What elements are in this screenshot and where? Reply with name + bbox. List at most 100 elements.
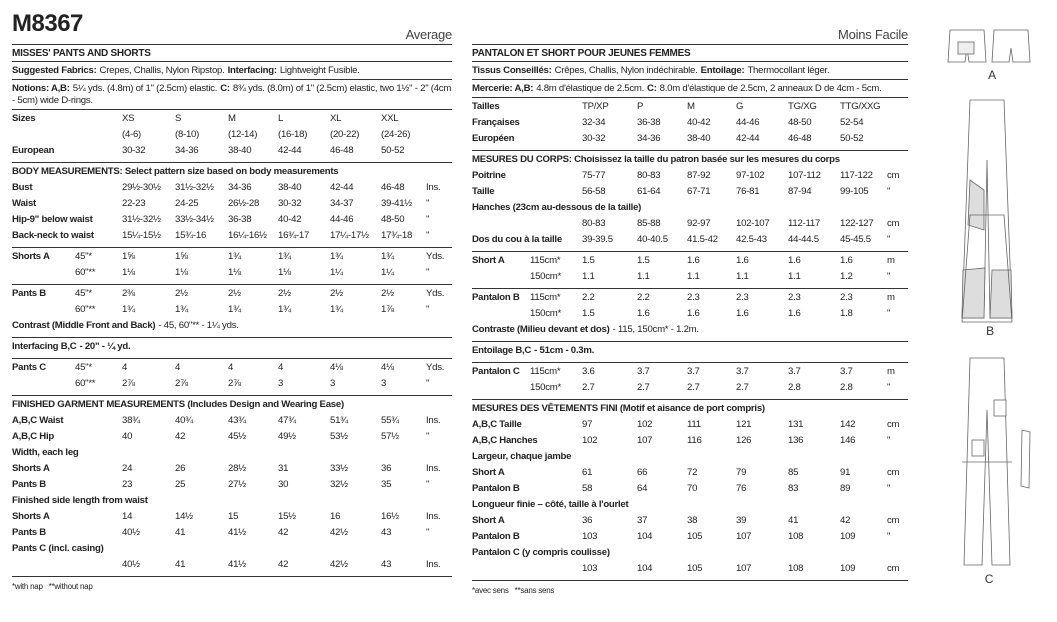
row-label: Bust xyxy=(12,182,33,193)
cell: 29½-30½ xyxy=(122,182,161,193)
cell: 150cm* xyxy=(530,271,562,282)
cell: 16½ xyxy=(381,511,399,522)
cell: " xyxy=(887,531,891,542)
cell: 3.7 xyxy=(788,366,801,377)
cell: 102 xyxy=(637,419,653,430)
text-segment: Crepes, Challis, Nylon Ripstop. xyxy=(99,65,225,76)
cell: 107 xyxy=(637,435,653,446)
cell: 116 xyxy=(687,435,702,446)
cell: 45"* xyxy=(75,362,92,373)
cell: 43 xyxy=(381,559,392,570)
row-label: Pants C (incl. casing) xyxy=(12,543,104,554)
table-block: Interfacing B,C - 20" - ¼ yd. xyxy=(12,338,452,359)
text-segment: Notions: A,B: xyxy=(12,83,70,94)
cell: TTG/XXG xyxy=(840,101,881,112)
cell: 146 xyxy=(840,435,856,446)
cell: 1¾ xyxy=(228,304,241,315)
cell: 45"* xyxy=(75,288,92,299)
cell: 42-44 xyxy=(330,182,354,193)
cell: 76 xyxy=(736,483,747,494)
section-heading: MESURES DU CORPS: Choisissez la taille d… xyxy=(472,152,908,168)
row-label: Tailles xyxy=(472,101,500,112)
text-segment: Interfacing B,C xyxy=(12,341,77,352)
text-segment: Suggested Fabrics: xyxy=(12,65,97,76)
cell: 42½ xyxy=(330,559,348,570)
cell: 108 xyxy=(788,531,804,542)
cell: " xyxy=(426,214,430,225)
info-line: Suggested Fabrics: Crepes, Challis, Nylon… xyxy=(12,62,452,80)
cell: 39-41½ xyxy=(381,198,413,209)
cell: 102 xyxy=(582,435,598,446)
cell: 42½ xyxy=(330,527,348,538)
cell: 108 xyxy=(788,563,804,574)
row-label: Waist xyxy=(12,198,36,209)
table-row: 103 104 105 107 108 109 cm xyxy=(472,561,908,577)
cell: 2½ xyxy=(381,288,394,299)
cell: 42-44 xyxy=(278,145,302,156)
cell: 85 xyxy=(788,467,799,478)
cell: 3 xyxy=(278,378,284,389)
cell: 109 xyxy=(840,531,856,542)
cell: 4 xyxy=(122,362,128,373)
cell: 15½ xyxy=(278,511,296,522)
cell: 4 xyxy=(228,362,234,373)
figure-label: A xyxy=(988,68,996,82)
cell: 4 xyxy=(278,362,284,373)
cell: 1.6 xyxy=(788,255,801,266)
note: Contrast (Middle Front and Back) - 45, 60… xyxy=(12,318,452,334)
cell: 41½ xyxy=(228,527,246,538)
cell: 2.3 xyxy=(788,292,801,303)
cell: 17¼-17½ xyxy=(330,230,369,241)
cell: 36-38 xyxy=(228,214,252,225)
cell: cm xyxy=(887,218,900,229)
cell: 2½ xyxy=(175,288,188,299)
cell: 16¼-16½ xyxy=(228,230,267,241)
cell: 24 xyxy=(122,463,133,474)
cell: " xyxy=(887,435,891,446)
cell: 1¼ xyxy=(330,267,343,278)
table-block: FINISHED GARMENT MEASUREMENTS (Includes … xyxy=(12,396,452,577)
table-row: Largeur, chaque jambe xyxy=(472,449,908,465)
cell: 109 xyxy=(840,563,856,574)
cell: 60"** xyxy=(75,378,96,389)
cell: 41.5-42 xyxy=(687,234,718,245)
cell: (16-18) xyxy=(278,129,308,140)
cell: 1⅝ xyxy=(175,251,188,262)
cell: 51¾ xyxy=(330,415,348,426)
cell: " xyxy=(887,308,891,319)
cell: cm xyxy=(887,563,900,574)
text-segment: **without nap xyxy=(48,582,93,591)
cell: 79 xyxy=(736,467,747,478)
text-segment: Entoilage: xyxy=(700,65,745,76)
cell: 2.3 xyxy=(736,292,749,303)
cell: 26 xyxy=(175,463,186,474)
cell: 131 xyxy=(788,419,804,430)
cell: 48-50 xyxy=(381,214,405,225)
cell: 46-48 xyxy=(330,145,354,156)
section-heading: FINISHED GARMENT MEASUREMENTS (Includes … xyxy=(12,397,452,413)
cell: 107-112 xyxy=(788,170,821,181)
cell: 115cm* xyxy=(530,366,561,377)
cell: 34-36 xyxy=(228,182,252,193)
table-row: Pants B 45"* 2⅜ 2½ 2½ 2½ 2½ 2½ Yds. xyxy=(12,286,452,302)
cell: 1¾ xyxy=(330,304,343,315)
cell: 2.2 xyxy=(637,292,650,303)
cell: 3.7 xyxy=(637,366,650,377)
table-row: Dos du cou à la taille 39-39.5 40-40.5 41.5… xyxy=(472,232,908,248)
row-label: Pantalon B xyxy=(472,292,520,303)
table-row: Pants B 23 25 27½ 30 32½ 35 " xyxy=(12,477,452,493)
table-row: Poitrine 75-77 80-83 87-92 97-102 107-112 117-… xyxy=(472,168,908,184)
cell: 76-81 xyxy=(736,186,760,197)
table-row: 40½ 41 41½ 42 42½ 43 Ins. xyxy=(12,557,452,573)
info-line: Notions: A,B: 5¼ yds. (4.8m) of 1" (2.5cm… xyxy=(12,80,452,110)
footnote: *avec sens **sans sens xyxy=(472,586,908,595)
cell: cm xyxy=(887,170,900,181)
row-label: A,B,C Taille xyxy=(472,419,522,430)
cell: 41 xyxy=(788,515,799,526)
cell: 2.3 xyxy=(687,292,700,303)
text-segment: MESURES DES VÊTEMENTS FINI (Motif et ais… xyxy=(472,403,765,414)
table-row: 150cm* 1.5 1.6 1.6 1.6 1.6 1.8 " xyxy=(472,306,908,322)
cell: 38-40 xyxy=(228,145,252,156)
cell: Ins. xyxy=(426,463,441,474)
